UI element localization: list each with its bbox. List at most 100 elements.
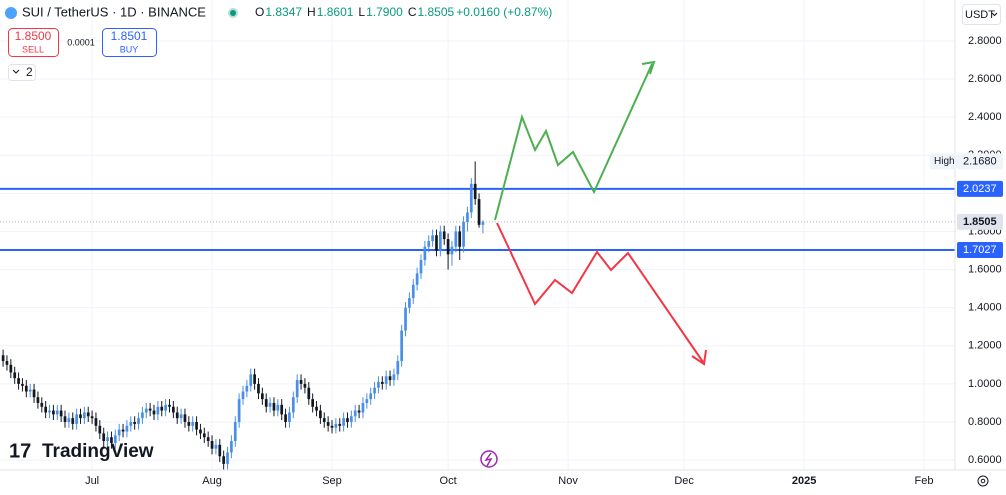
candle-body xyxy=(113,435,117,443)
candle-body xyxy=(369,393,373,400)
x-tick-label: Feb xyxy=(915,475,934,487)
level-label: 2.0237 xyxy=(963,183,997,195)
candle-body xyxy=(156,406,160,415)
candle-body xyxy=(357,410,361,413)
currency[interactable]: USDT xyxy=(965,9,995,21)
candle-body xyxy=(419,260,423,274)
x-tick-label: Oct xyxy=(440,475,457,487)
last-price-label: 1.8505 xyxy=(963,216,997,228)
sell-button[interactable] xyxy=(8,28,59,57)
high-label: 2.1680 xyxy=(963,155,997,167)
candle-body xyxy=(160,406,164,411)
bearish-projection xyxy=(496,222,704,363)
candle-body xyxy=(257,383,260,394)
candle-body xyxy=(172,406,175,413)
candle-body xyxy=(342,418,345,426)
level-label: 1.7027 xyxy=(963,244,997,256)
candle-body xyxy=(400,330,404,362)
buy-label[interactable]: BUY xyxy=(120,44,139,54)
candle-body xyxy=(59,410,63,417)
buy-price[interactable]: 1.8501 xyxy=(111,29,148,43)
candle-body xyxy=(226,452,229,464)
candle-body xyxy=(477,199,481,225)
candle-body xyxy=(384,376,388,384)
arrow-head xyxy=(691,349,707,366)
candle-body xyxy=(469,183,473,213)
candle-body xyxy=(152,410,156,415)
candle-body xyxy=(164,404,167,411)
candle-body xyxy=(67,418,71,422)
x-tick-label: Sep xyxy=(322,475,342,487)
candle-body xyxy=(268,402,272,407)
levels xyxy=(0,187,955,252)
currency-button[interactable] xyxy=(962,4,1001,25)
grid xyxy=(0,0,955,470)
candle-body xyxy=(454,231,458,247)
y-tick-label: 0.6000 xyxy=(968,454,1002,466)
legend-value: 1.8505 xyxy=(417,5,454,19)
candle-body xyxy=(179,414,183,419)
status-dot xyxy=(230,10,236,16)
indicators-toggle[interactable] xyxy=(8,64,36,81)
lightning xyxy=(484,452,493,467)
indicators-count[interactable]: 2 xyxy=(26,65,33,79)
candle-body xyxy=(458,231,462,247)
sell-price[interactable]: 1.8500 xyxy=(15,29,52,43)
level-tag xyxy=(957,242,1003,259)
candle-body xyxy=(117,429,121,436)
candle-body xyxy=(21,383,24,386)
candle-body xyxy=(110,437,113,443)
sell-label[interactable]: SELL xyxy=(22,44,44,54)
candle-body xyxy=(295,380,299,398)
legend-key: L xyxy=(358,5,365,19)
candle-body xyxy=(303,383,307,388)
candle-body xyxy=(319,410,322,419)
candle-body xyxy=(330,425,334,428)
candle-body xyxy=(315,406,318,411)
candle-body xyxy=(222,456,226,464)
x-tick-label: Dec xyxy=(674,475,694,487)
settings-icon[interactable] xyxy=(977,475,989,487)
candle-body xyxy=(36,397,40,403)
candle-body xyxy=(408,298,411,308)
candle-body xyxy=(121,429,125,432)
level-tag xyxy=(957,180,1003,197)
buy-button[interactable] xyxy=(102,28,157,57)
legend-value: 1.8347 xyxy=(265,5,302,19)
y-tick-label: 1.4000 xyxy=(968,302,1002,314)
high-name-tag xyxy=(930,153,957,170)
brand: TradingView xyxy=(42,441,154,462)
candle-body xyxy=(83,412,86,419)
candle-body xyxy=(466,212,469,222)
symbol: SUI / TetherUS · 1D · BINANCE xyxy=(22,4,206,19)
candle-body xyxy=(106,437,109,442)
candle-body xyxy=(230,441,233,453)
candle-body xyxy=(288,412,291,422)
candle-body xyxy=(17,378,20,384)
y-tick-label: 2.8000 xyxy=(968,35,1002,47)
chevron xyxy=(991,12,998,17)
candle-body xyxy=(52,410,55,415)
y-tick-label: 1.0000 xyxy=(968,378,1002,390)
candle-body xyxy=(299,380,303,384)
candle-body xyxy=(40,402,44,407)
candle-body xyxy=(90,416,94,419)
candle-body xyxy=(24,385,28,392)
logo-mark: 17 xyxy=(9,440,31,462)
candle-body xyxy=(1,355,5,362)
candle-body xyxy=(94,418,98,426)
candle-body xyxy=(218,444,222,457)
candle-body xyxy=(415,273,419,285)
candle-body xyxy=(307,387,311,400)
arrow-head xyxy=(641,60,656,75)
candle-body xyxy=(373,387,376,394)
candle-body xyxy=(427,241,431,247)
candle-body xyxy=(365,399,369,403)
candle-body xyxy=(326,421,330,426)
legend-value: 1.8601 xyxy=(317,5,354,19)
x-tick-label: Nov xyxy=(558,475,578,487)
candle-body xyxy=(435,235,438,251)
candle-body xyxy=(245,385,249,392)
candle-body xyxy=(291,397,295,413)
